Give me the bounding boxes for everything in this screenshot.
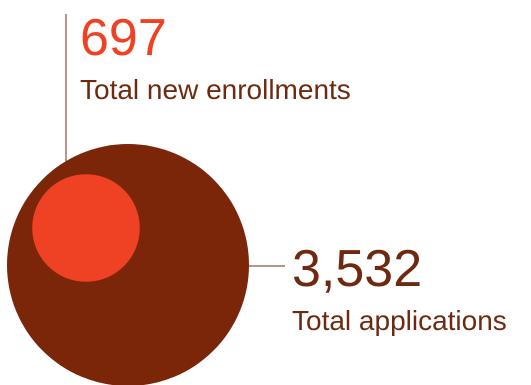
- enrollments-bubble: [32, 174, 140, 282]
- applications-label: Total applications: [292, 305, 507, 336]
- enrollments-label: Total new enrollments: [80, 74, 351, 105]
- applications-value: 3,532: [292, 240, 423, 298]
- enrollments-value: 697: [80, 9, 167, 67]
- applications-bubble: [7, 144, 249, 385]
